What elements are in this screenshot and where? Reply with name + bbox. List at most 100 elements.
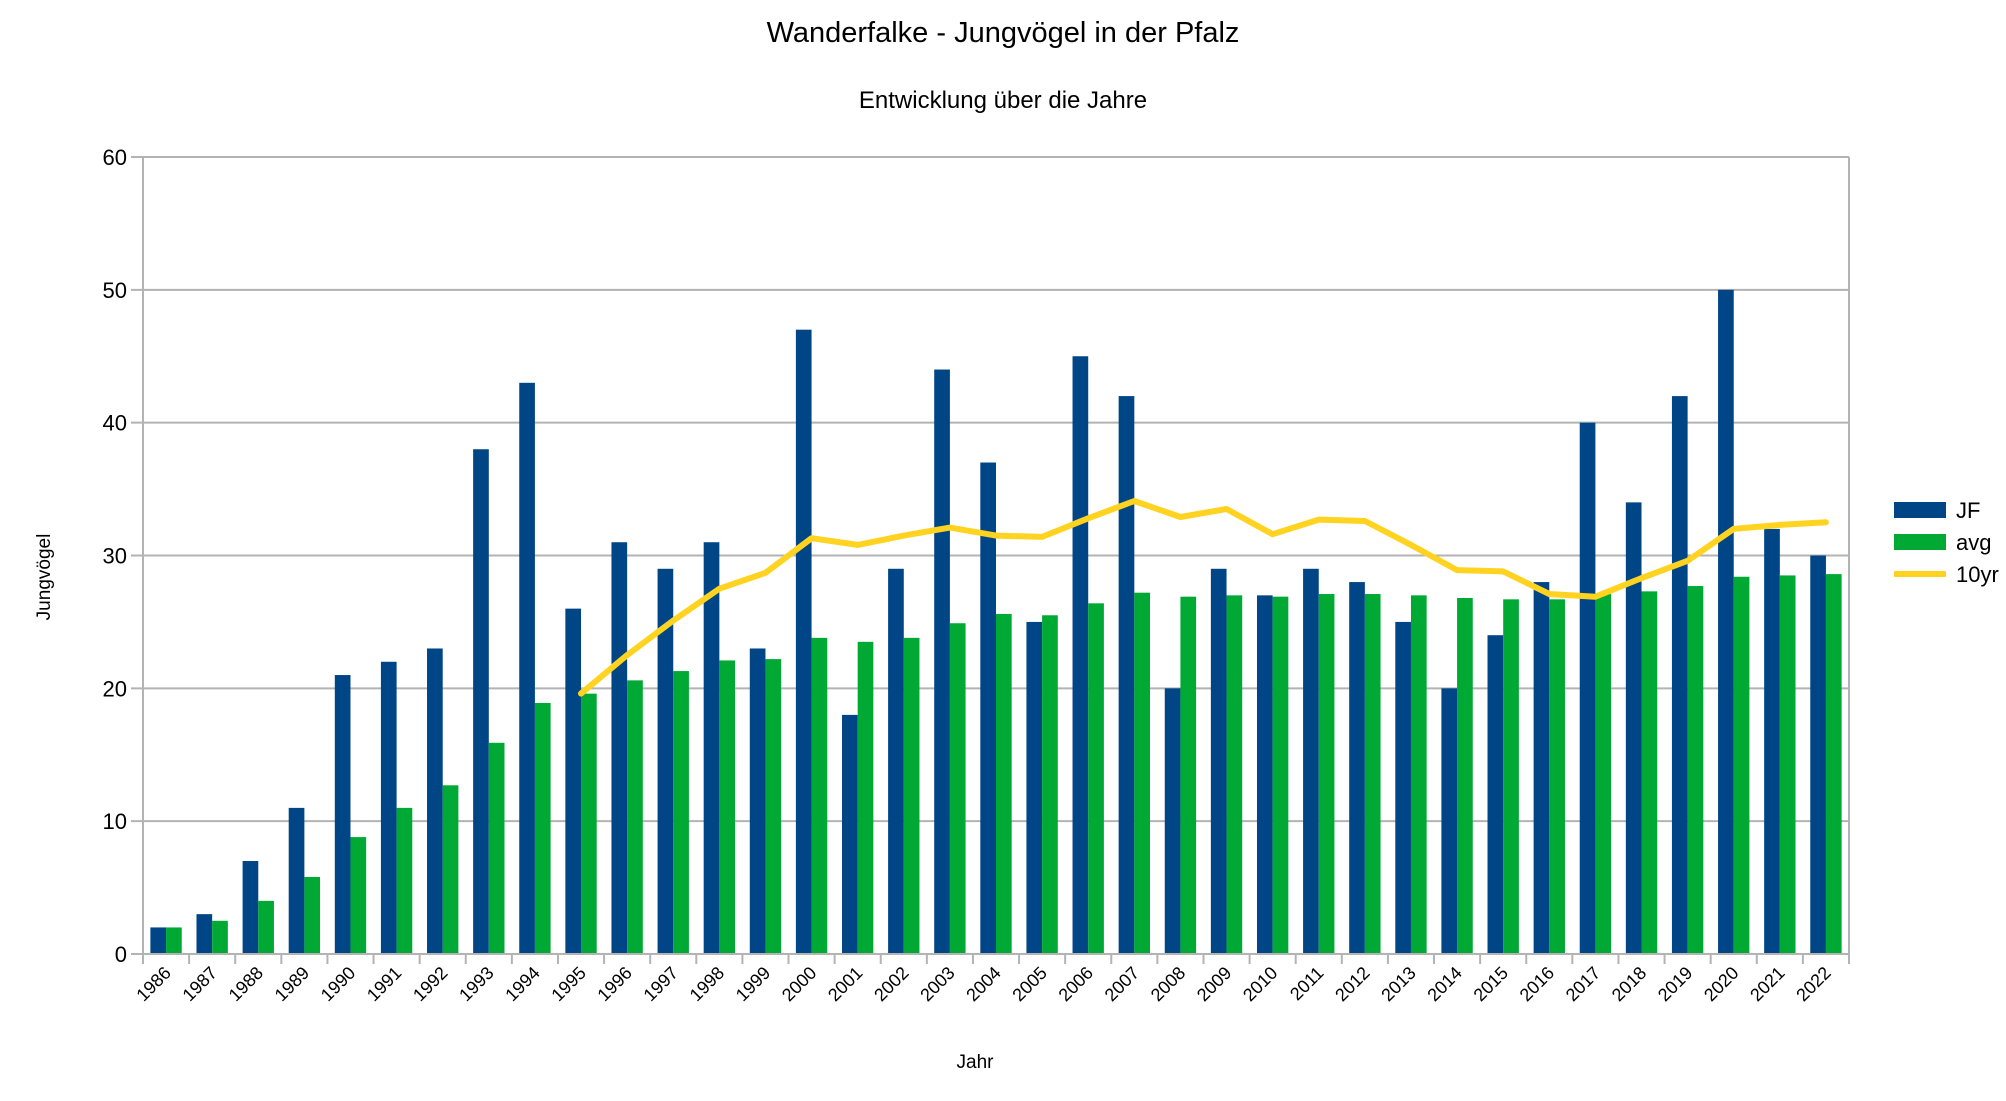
x-tick-label: 2006 bbox=[1055, 963, 1097, 1005]
chart-subtitle: Entwicklung über die Jahre bbox=[859, 87, 1147, 114]
x-tick-label: 1991 bbox=[363, 963, 405, 1005]
bar-avg bbox=[350, 837, 367, 954]
bar-jf bbox=[242, 861, 259, 954]
bar-avg bbox=[1825, 574, 1842, 954]
y-tick-label: 50 bbox=[103, 278, 127, 303]
legend: JF avg 10yr bbox=[1894, 498, 1999, 587]
bar-avg bbox=[1364, 594, 1381, 954]
y-tick-labels: 0 10 20 30 40 50 60 bbox=[103, 145, 127, 967]
x-tick-label: 2002 bbox=[870, 963, 912, 1005]
bar-jf bbox=[150, 927, 167, 954]
bar-jf bbox=[473, 449, 489, 954]
bar-avg bbox=[1226, 595, 1243, 954]
axes bbox=[142, 157, 1850, 964]
bar-jf bbox=[611, 542, 628, 954]
bar-jf bbox=[1579, 422, 1596, 955]
bar-jf bbox=[427, 648, 443, 954]
bar-jf bbox=[1625, 502, 1642, 954]
x-tick-label: 2021 bbox=[1746, 963, 1788, 1005]
bar-jf bbox=[1810, 555, 1826, 954]
bar-jf bbox=[703, 542, 720, 954]
x-tick-label: 1993 bbox=[455, 963, 497, 1005]
x-tick-label: 2022 bbox=[1792, 963, 1834, 1005]
x-tick-label: 2004 bbox=[962, 963, 1004, 1005]
bar-avg bbox=[258, 900, 274, 954]
bar-avg bbox=[1134, 592, 1151, 954]
bar-avg bbox=[212, 920, 228, 954]
bar-avg bbox=[1779, 575, 1796, 954]
legend-swatch-avg bbox=[1894, 534, 1946, 550]
bar-avg bbox=[1595, 594, 1612, 954]
bar-avg bbox=[1088, 603, 1104, 954]
bar-avg bbox=[1410, 595, 1427, 954]
x-tick-label: 1997 bbox=[640, 963, 682, 1005]
x-tick-label: 2008 bbox=[1147, 963, 1189, 1005]
line-series bbox=[578, 498, 1829, 697]
bar-avg bbox=[1180, 596, 1197, 954]
bar-jf bbox=[1026, 621, 1043, 954]
x-tick-label: 2013 bbox=[1377, 963, 1419, 1005]
bar-avg bbox=[1457, 598, 1473, 954]
bar-jf bbox=[888, 568, 904, 954]
x-tick-label: 2019 bbox=[1654, 963, 1696, 1005]
bar-avg bbox=[396, 807, 413, 954]
x-tick-label: 1999 bbox=[732, 963, 774, 1005]
x-tick-label: 1995 bbox=[547, 963, 589, 1005]
x-tick-label: 2003 bbox=[916, 963, 958, 1005]
x-tick-label: 2010 bbox=[1239, 963, 1281, 1005]
x-tick-label: 2001 bbox=[824, 963, 866, 1005]
x-tick-label: 2020 bbox=[1700, 963, 1742, 1005]
bar-jf bbox=[1764, 528, 1780, 954]
bar-jf bbox=[519, 382, 535, 955]
bar-avg bbox=[1318, 594, 1335, 954]
bar-avg bbox=[534, 702, 551, 954]
legend-label-avg: avg bbox=[1956, 530, 1991, 555]
bar-jf bbox=[1718, 289, 1734, 954]
bar-avg bbox=[1733, 576, 1750, 954]
bar-jf bbox=[1395, 621, 1411, 954]
bar-jf bbox=[1256, 595, 1273, 954]
bar-jf bbox=[380, 661, 397, 954]
x-tick-label: 1998 bbox=[686, 963, 728, 1005]
bar-avg bbox=[996, 613, 1012, 954]
y-tick-label: 40 bbox=[103, 411, 127, 436]
x-tick-label: 1990 bbox=[317, 963, 359, 1005]
x-tick-label: 2015 bbox=[1470, 963, 1512, 1005]
bar-jf bbox=[1072, 356, 1089, 954]
x-tick-label: 2018 bbox=[1608, 963, 1650, 1005]
x-tick-label: 2017 bbox=[1562, 963, 1604, 1005]
y-tick-label: 60 bbox=[103, 145, 127, 170]
x-tick-label: 1988 bbox=[225, 963, 267, 1005]
y-tick-label: 10 bbox=[103, 809, 127, 834]
x-tick-label: 1987 bbox=[179, 963, 221, 1005]
line-series-10yr bbox=[578, 498, 1829, 697]
bar-avg bbox=[673, 671, 689, 954]
x-tick-label: 2000 bbox=[778, 963, 820, 1005]
x-axis-title: Jahr bbox=[957, 1052, 995, 1073]
bar-avg bbox=[719, 660, 736, 954]
bar-jf bbox=[1303, 568, 1319, 954]
bar-jf bbox=[934, 369, 950, 954]
bar-jf bbox=[1210, 568, 1227, 954]
bar-avg bbox=[1272, 596, 1289, 954]
x-tick-label: 2009 bbox=[1193, 963, 1235, 1005]
bar-avg bbox=[903, 637, 920, 954]
bar-avg bbox=[857, 641, 874, 954]
bar-jf bbox=[841, 714, 858, 954]
x-tick-label: 2011 bbox=[1286, 963, 1328, 1005]
legend-label-10yr: 10yr bbox=[1956, 562, 1999, 587]
bar-jf bbox=[334, 675, 351, 954]
x-tick-label: 2016 bbox=[1516, 963, 1558, 1005]
bar-avg bbox=[1042, 615, 1058, 954]
bar-avg bbox=[627, 680, 643, 954]
bar-jf bbox=[1164, 688, 1181, 954]
x-tick-label: 2005 bbox=[1008, 963, 1050, 1005]
x-tick-label: 1986 bbox=[132, 963, 174, 1005]
bar-avg bbox=[488, 742, 505, 954]
bar-avg bbox=[304, 876, 321, 954]
y-tick-label: 0 bbox=[115, 942, 127, 967]
x-tick-label: 2014 bbox=[1423, 963, 1465, 1005]
bar-avg bbox=[1641, 591, 1658, 954]
